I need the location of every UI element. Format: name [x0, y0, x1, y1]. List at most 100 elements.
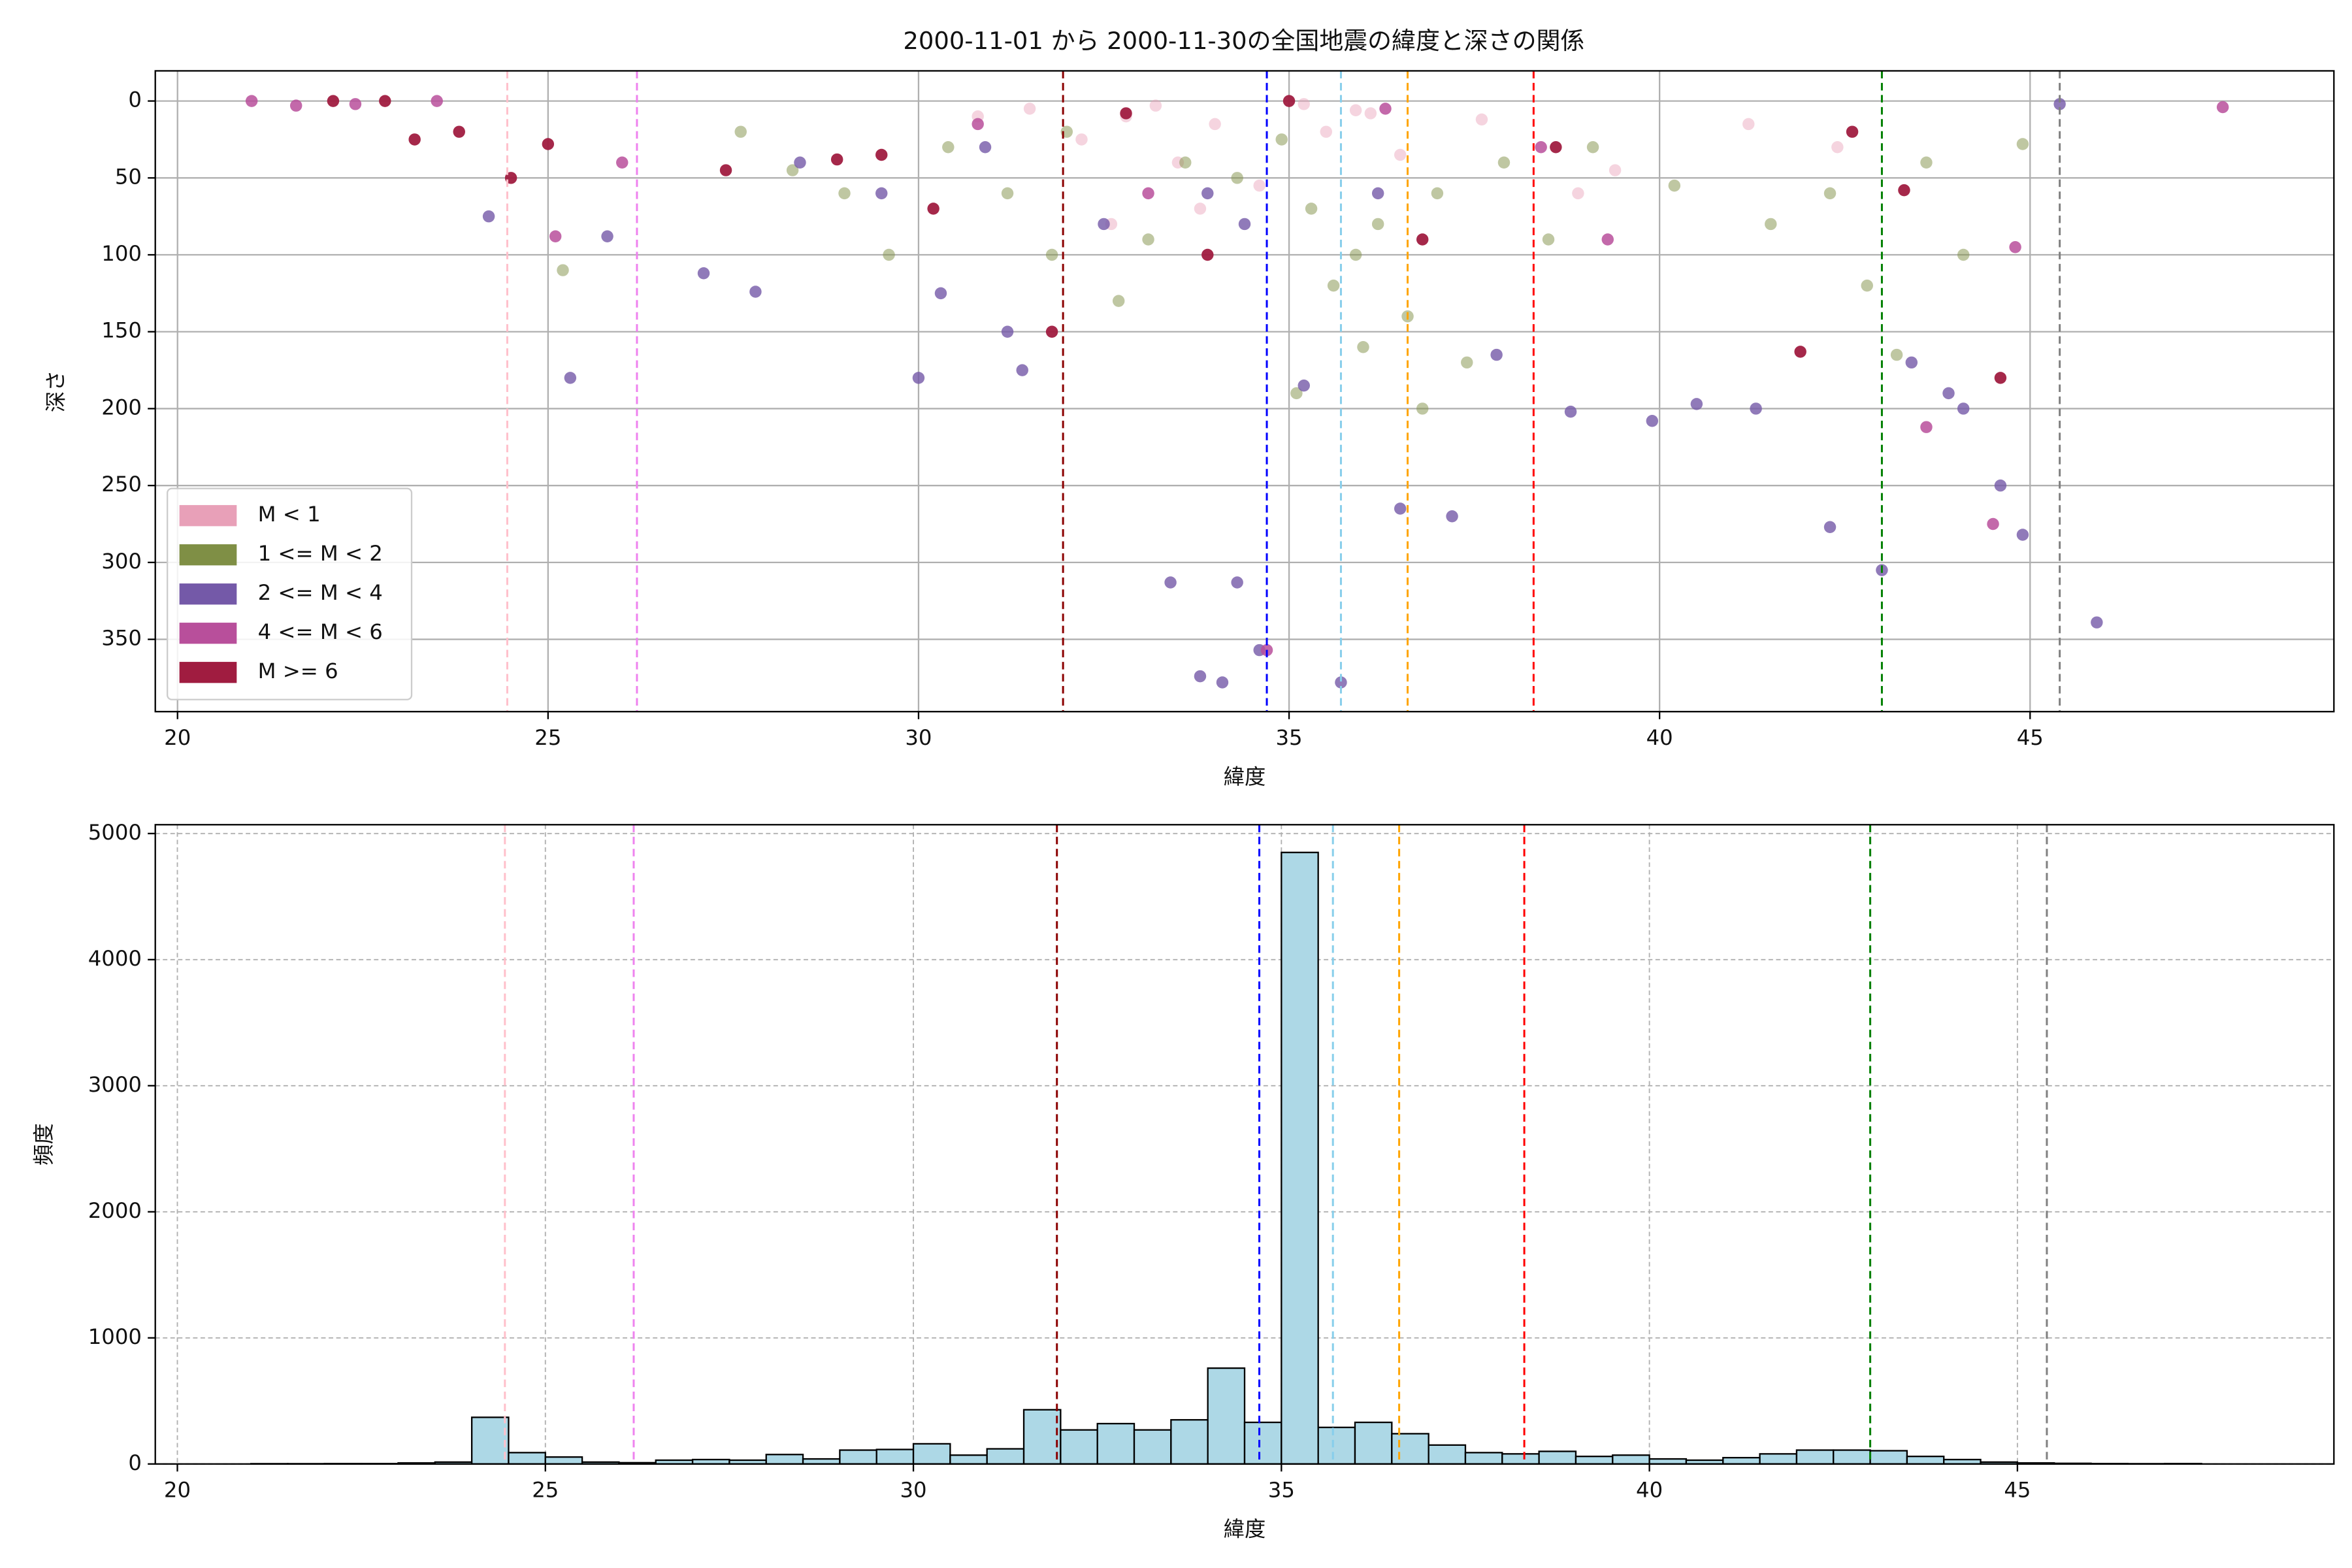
- scatter-point: [549, 230, 562, 243]
- x-tick-label: 40: [1646, 725, 1673, 750]
- scatter-point: [883, 248, 895, 261]
- scatter-point: [1394, 148, 1407, 161]
- scatter-point: [1098, 218, 1110, 231]
- x-tick-label: 35: [1275, 725, 1302, 750]
- x-tick-label: 25: [534, 725, 561, 750]
- scatter-point: [1282, 95, 1296, 107]
- scatter-point: [1394, 502, 1407, 515]
- scatter-point: [1572, 187, 1584, 200]
- scatter-point: [1335, 676, 1347, 689]
- histogram-bar: [1464, 1452, 1503, 1465]
- scatter-point: [1823, 187, 1837, 200]
- scatter-point: [719, 164, 732, 176]
- legend-box: [166, 487, 413, 700]
- scatter-point: [1475, 113, 1488, 126]
- scatter-point: [1305, 203, 1318, 215]
- scatter-point: [1542, 233, 1555, 246]
- scatter-point: [786, 164, 799, 176]
- scatter-point: [1861, 279, 1873, 292]
- scatter-point: [1490, 348, 1503, 361]
- scatter-point: [1461, 356, 1473, 369]
- scatter-point: [1238, 218, 1251, 231]
- scatter-point: [1194, 203, 1207, 215]
- scatter-point: [379, 95, 391, 107]
- scatter-point: [1920, 421, 1933, 433]
- y-tick-label: 3000: [88, 1072, 142, 1097]
- scatter-point: [1535, 141, 1547, 154]
- scatter-point: [1586, 141, 1599, 154]
- y-tick-label: 4000: [88, 946, 142, 971]
- histogram-bar: [912, 1443, 951, 1465]
- scatter-point: [749, 286, 762, 298]
- histogram-bar: [1354, 1421, 1393, 1465]
- histogram-bar: [1906, 1456, 1945, 1465]
- scatter-point: [1231, 172, 1243, 184]
- legend-swatch: [179, 505, 237, 527]
- x-tick-label: 25: [532, 1477, 559, 1502]
- scatter-point: [1898, 184, 1910, 197]
- scatter-point: [327, 95, 340, 107]
- histogram-bar: [1759, 1453, 1798, 1465]
- histogram-bar: [1575, 1456, 1614, 1465]
- y-tick-label: 0: [128, 1450, 142, 1475]
- scatter-point: [734, 125, 747, 138]
- scatter-point: [1290, 387, 1303, 400]
- x-axis-label: 緯度: [1224, 1516, 1266, 1541]
- scatter-point: [1379, 103, 1392, 115]
- y-tick-label: 250: [101, 472, 142, 497]
- histogram-bar: [470, 1416, 510, 1465]
- scatter-point: [1164, 576, 1177, 589]
- scatter-point: [875, 148, 888, 161]
- scatter-point: [1601, 233, 1614, 246]
- scatter-point: [979, 141, 992, 154]
- x-tick-label: 30: [900, 1477, 926, 1502]
- histogram-bar: [839, 1449, 877, 1465]
- y-tick-label: 50: [115, 164, 142, 189]
- scatter-point: [2016, 529, 2029, 541]
- y-axis-label: 頻度: [31, 1123, 56, 1166]
- histogram-bar: [1612, 1454, 1650, 1465]
- histogram-bar: [1428, 1444, 1467, 1465]
- scatter-point: [1416, 402, 1429, 415]
- scatter-point: [1609, 164, 1622, 176]
- histogram-bar: [1391, 1433, 1429, 1465]
- scatter-point: [1550, 141, 1562, 154]
- x-tick-label: 20: [164, 725, 191, 750]
- histogram-bar: [1869, 1450, 1908, 1465]
- histogram-bar: [1538, 1450, 1577, 1465]
- histogram-bar: [1795, 1449, 1835, 1465]
- scatter-point: [1320, 125, 1332, 138]
- legend-label: 4 <= M < 6: [258, 619, 383, 644]
- scatter-point: [601, 230, 613, 243]
- scatter-point: [1920, 156, 1933, 169]
- legend-swatch: [179, 623, 237, 644]
- x-tick-label: 30: [905, 725, 932, 750]
- scatter-point: [2009, 241, 2021, 253]
- scatter-point: [942, 141, 955, 154]
- scatter-point: [1045, 325, 1058, 338]
- scatter-point: [1275, 133, 1288, 146]
- x-tick-label: 20: [164, 1477, 191, 1502]
- histogram-bar: [1722, 1456, 1761, 1465]
- scatter-point: [1216, 676, 1229, 689]
- scatter-point: [697, 267, 710, 280]
- scatter-point: [875, 187, 888, 200]
- legend-swatch: [179, 583, 237, 605]
- x-tick-label: 45: [2017, 725, 2044, 750]
- histogram-bar: [1133, 1429, 1172, 1465]
- scatter-point: [1349, 104, 1362, 116]
- legend-label: 1 <= M < 2: [258, 541, 383, 566]
- scatter-point: [1371, 187, 1384, 200]
- chart-title: 2000-11-01 から 2000-11-30の全国地震の緯度と深さの関係: [903, 27, 1584, 55]
- scatter-point: [557, 264, 569, 276]
- scatter-point: [616, 156, 629, 169]
- scatter-point: [1564, 405, 1577, 418]
- scatter-point: [1646, 415, 1659, 427]
- histogram-bar: [1022, 1409, 1062, 1465]
- histogram-bar: [765, 1454, 804, 1465]
- scatter-point: [1905, 356, 1918, 369]
- scatter-point: [927, 203, 939, 215]
- scatter-point: [1846, 125, 1859, 138]
- x-tick-label: 40: [1636, 1477, 1663, 1502]
